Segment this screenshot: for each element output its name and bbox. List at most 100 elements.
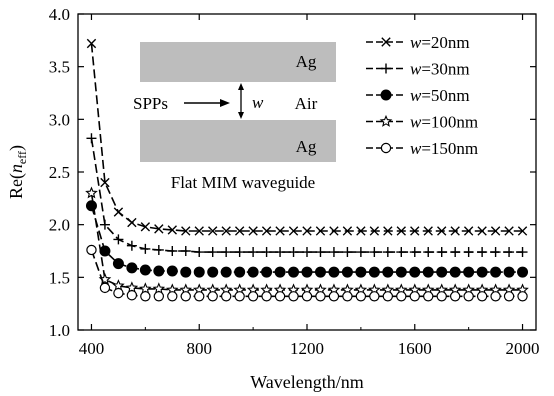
legend-entry-100nm: w=100nm (366, 113, 478, 132)
point-50nm-1750 (449, 266, 461, 278)
gap-arrowhead-bottom (238, 112, 244, 119)
point-30nm-950 (234, 247, 245, 258)
point-30nm-1600 (409, 247, 420, 258)
x-axis-title: Wavelength/nm (250, 372, 364, 392)
point-150nm-1750 (449, 291, 461, 302)
point-20nm-500 (113, 207, 124, 217)
point-50nm-1550 (395, 266, 407, 278)
point-50nm-1050 (261, 266, 273, 278)
point-50nm-1850 (476, 266, 488, 278)
point-150nm-1500 (382, 291, 394, 302)
point-50nm-1450 (368, 266, 380, 278)
point-20nm-550 (127, 217, 137, 228)
legend-label: w=30nm (410, 60, 470, 79)
legend-label-symbol: w (410, 113, 422, 132)
point-50nm-900 (220, 266, 232, 278)
point-50nm-1350 (341, 266, 353, 278)
y-axis-title-suffix: ) (6, 145, 27, 151)
axes: 400 800 1200 1600 2000 1.0 1.5 2.0 2.5 3.0 3.5 4.0 W… (6, 5, 540, 392)
top-metal-layer (140, 42, 336, 82)
point-30nm-750 (180, 246, 191, 256)
legend-label-symbol: w (410, 86, 422, 105)
point-50nm-800 (193, 266, 205, 278)
point-20nm-1400 (356, 226, 366, 236)
point-20nm-900 (221, 226, 231, 236)
point-30nm-900 (221, 247, 232, 258)
point-150nm-1050 (261, 291, 272, 302)
legend-label: w=150nm (410, 139, 478, 158)
bottom-metal-layer (140, 120, 336, 162)
point-20nm-1950 (504, 226, 514, 236)
point-30nm-1300 (328, 247, 339, 258)
gap-medium-label: Air (295, 94, 318, 113)
point-30nm-1650 (423, 247, 434, 258)
series-50nm (85, 200, 529, 278)
point-150nm-1550 (396, 291, 407, 302)
point-20nm-650 (154, 224, 164, 234)
point-30nm-1400 (355, 247, 366, 258)
gap-arrowhead-top (238, 83, 244, 90)
point-20nm-950 (234, 226, 245, 236)
point-20nm-1900 (490, 226, 501, 236)
point-20nm-1500 (383, 226, 393, 236)
point-150nm-600 (140, 291, 151, 302)
point-50nm-1300 (328, 266, 340, 278)
point-50nm-700 (166, 265, 178, 277)
point-30nm-1550 (396, 247, 407, 258)
legend-entry-150nm: w=150nm (366, 139, 478, 158)
legend-label-value: =100nm (421, 113, 478, 132)
series-30nm (86, 133, 528, 258)
legend-label: w=100nm (410, 113, 478, 132)
point-30nm-1500 (382, 247, 393, 258)
legend-label-value: =150nm (421, 139, 478, 158)
inset-schematic: Ag Ag Air SPPs w Flat MIM waveguide (133, 42, 336, 192)
point-50nm-750 (180, 266, 192, 278)
point-20nm-450 (100, 177, 110, 188)
point-30nm-1800 (463, 247, 474, 258)
y-tick-label: 2.0 (49, 216, 70, 235)
bottom-metal-label: Ag (296, 137, 317, 156)
point-20nm-1750 (450, 226, 460, 236)
point-30nm-400 (86, 133, 97, 144)
y-tick-label: 3.0 (49, 110, 70, 129)
point-50nm-1000 (247, 266, 259, 278)
point-30nm-1250 (315, 247, 326, 258)
point-150nm-1100 (274, 291, 286, 302)
point-20nm-1050 (261, 226, 272, 236)
point-20nm-800 (194, 226, 204, 236)
point-20nm-1550 (396, 226, 406, 236)
point-50nm-850 (207, 266, 219, 278)
point-50nm-1900 (490, 266, 502, 278)
point-20nm-1800 (463, 226, 474, 236)
legend-marker-30nm (381, 63, 391, 74)
point-150nm-1850 (476, 291, 488, 302)
top-metal-label: Ag (296, 52, 317, 71)
point-30nm-2000 (517, 247, 528, 258)
point-30nm-700 (167, 246, 178, 256)
legend-entry-30nm: w=30nm (366, 60, 470, 79)
point-150nm-1150 (288, 291, 299, 302)
point-30nm-600 (140, 243, 151, 254)
y-axis-title-symbol: n (6, 164, 26, 173)
point-30nm-1700 (436, 247, 447, 258)
point-30nm-1100 (275, 247, 286, 258)
point-30nm-1900 (490, 247, 501, 258)
point-20nm-1650 (423, 226, 433, 236)
legend-label: w=50nm (410, 86, 470, 105)
point-30nm-1000 (248, 247, 259, 258)
point-30nm-450 (99, 219, 110, 230)
legend-label-value: =20nm (421, 33, 469, 52)
point-150nm-500 (113, 287, 124, 299)
x-tick-label: 800 (186, 339, 212, 358)
point-20nm-400 (86, 38, 97, 49)
point-20nm-1200 (302, 226, 312, 236)
point-50nm-1150 (288, 266, 300, 278)
legend-label-symbol: w (410, 33, 422, 52)
point-50nm-1800 (463, 266, 475, 278)
series-line-50nm (90, 205, 523, 273)
point-20nm-1250 (315, 226, 326, 236)
point-50nm-600 (139, 264, 151, 276)
point-30nm-1050 (261, 247, 272, 258)
point-150nm-1000 (247, 291, 259, 302)
point-20nm-1300 (329, 226, 339, 236)
